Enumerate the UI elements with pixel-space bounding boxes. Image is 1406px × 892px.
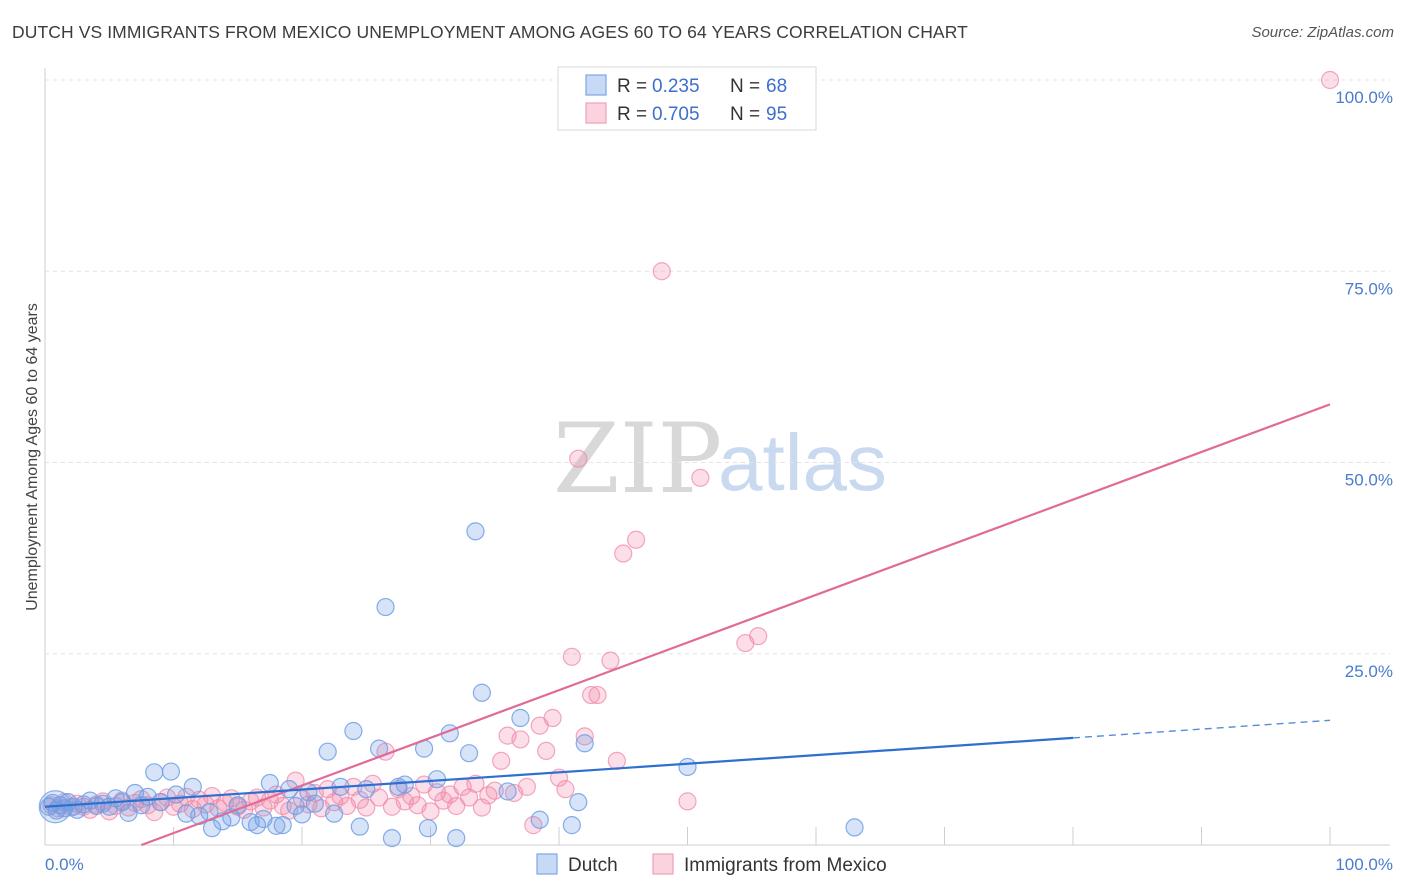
mexico-point-89	[626, 530, 646, 549]
bottom-legend-mexico-swatch	[652, 853, 674, 875]
legend-dutch-r-value: 0.235	[652, 76, 700, 97]
y-tick-label-1: 50.0%	[1345, 471, 1393, 490]
dutch-point-43	[325, 804, 344, 823]
mexico-point-95	[1320, 70, 1340, 90]
dutch-point-57	[447, 829, 466, 848]
dutch-point-66	[575, 734, 594, 753]
dutch-point-35	[267, 816, 286, 835]
dutch-point-49	[382, 829, 402, 848]
mexico-point-86	[601, 651, 620, 670]
bottom-legend: Dutch Immigrants from Mexico	[536, 853, 887, 876]
axes	[44, 68, 1390, 846]
dutch-point-47	[357, 780, 376, 799]
mexico-point-69	[485, 781, 504, 800]
legend-dutch-swatch	[585, 74, 607, 96]
mexico-trend-line	[140, 403, 1331, 847]
legend-mexico-r-value: 0.705	[652, 104, 700, 125]
y-axis-label: Unemployment Among Ages 60 to 64 years	[24, 303, 41, 611]
x-tick-label-1: 100.0%	[1335, 855, 1393, 874]
legend-mexico-swatch	[585, 102, 607, 124]
y-tick-label-2: 75.0%	[1345, 279, 1393, 298]
dutch-point-24	[183, 777, 202, 796]
dutch-point-54	[418, 819, 438, 838]
bottom-legend-mexico-label: Immigrants from Mexico	[684, 855, 887, 876]
mexico-point-90	[652, 262, 671, 281]
mexico-point-51	[370, 788, 389, 807]
mexico-point-56	[402, 786, 421, 806]
bottom-legend-dutch-swatch	[536, 853, 558, 875]
dutch-point-58	[459, 744, 479, 763]
dutch-point-45	[344, 721, 363, 741]
dutch-point-67	[678, 757, 697, 777]
legend-dutch-n-label: N =	[730, 76, 760, 97]
dutch-point-20	[151, 793, 170, 812]
x-tick-labels: 0.0% 100.0%	[45, 855, 1393, 874]
mexico-point-94	[749, 627, 768, 646]
mexico-point-92	[691, 468, 710, 487]
source-label: Source: ZipAtlas.com	[1251, 24, 1394, 41]
watermark-atlas: atlas	[718, 418, 887, 507]
mexico-point-78	[543, 708, 562, 728]
legend-dutch-r-label: R =	[617, 76, 647, 97]
mexico-point-70	[492, 751, 511, 770]
mexico-point-87	[607, 751, 626, 770]
dutch-point-36	[273, 816, 292, 835]
mexico-point-83	[575, 727, 594, 746]
dutch-point-34	[260, 773, 279, 793]
series-dutch-points	[38, 522, 864, 848]
legend-mexico-r-label: R =	[617, 104, 647, 125]
mexico-point-85	[588, 685, 607, 705]
mexico-point-49	[357, 798, 376, 817]
dutch-point-60	[472, 683, 491, 702]
x-tick-label-0: 0.0%	[45, 855, 84, 874]
dutch-trend-line	[44, 736, 1074, 808]
bottom-legend-dutch-label: Dutch	[568, 855, 618, 876]
dutch-point-62	[511, 708, 530, 728]
dutch-point-68	[845, 818, 864, 837]
mexico-point-68	[479, 786, 498, 805]
legend-mexico-n-label: N =	[730, 104, 760, 125]
dutch-point-64	[562, 816, 581, 835]
watermark-zip: ZIP	[553, 403, 722, 515]
dutch-point-59	[466, 522, 485, 541]
chart-title: DUTCH VS IMMIGRANTS FROM MEXICO UNEMPLOY…	[12, 22, 968, 42]
legend: R = 0.235 N = 68 R = 0.705 N = 95	[557, 66, 817, 131]
y-tick-labels: 25.0% 50.0% 75.0% 100.0%	[1335, 88, 1393, 681]
dutch-point-61	[498, 782, 517, 801]
y-tick-label-0: 25.0%	[1345, 662, 1393, 681]
dutch-trend-extension	[1072, 719, 1331, 739]
mexico-point-80	[556, 780, 575, 799]
dutch-point-65	[569, 793, 588, 812]
legend-mexico-n-value: 95	[766, 104, 787, 125]
dutch-point-41	[305, 794, 324, 813]
dutch-point-63	[530, 810, 549, 829]
mexico-point-77	[537, 741, 556, 761]
gridlines	[45, 79, 1390, 655]
mexico-point-84	[582, 685, 601, 705]
mexico-point-36	[273, 796, 292, 816]
mexico-point-91	[678, 792, 697, 811]
dutch-point-52	[395, 775, 414, 794]
mexico-point-73	[511, 730, 530, 749]
trend-lines	[44, 403, 1331, 847]
dutch-point-39	[292, 805, 312, 824]
mexico-point-74	[517, 777, 536, 796]
dutch-point-50	[376, 597, 395, 617]
mexico-point-82	[569, 449, 588, 468]
y-tick-label-3: 100.0%	[1335, 88, 1393, 107]
legend-dutch-n-value: 68	[766, 76, 787, 97]
mexico-point-81	[562, 647, 581, 666]
mexico-point-66	[466, 774, 485, 793]
mexico-point-88	[614, 544, 633, 563]
dutch-point-42	[318, 742, 337, 761]
dutch-point-19	[145, 763, 164, 782]
dutch-point-21	[161, 762, 181, 781]
dutch-point-46	[350, 817, 369, 836]
dutch-point-22	[166, 785, 186, 804]
mexico-point-63	[447, 796, 466, 816]
